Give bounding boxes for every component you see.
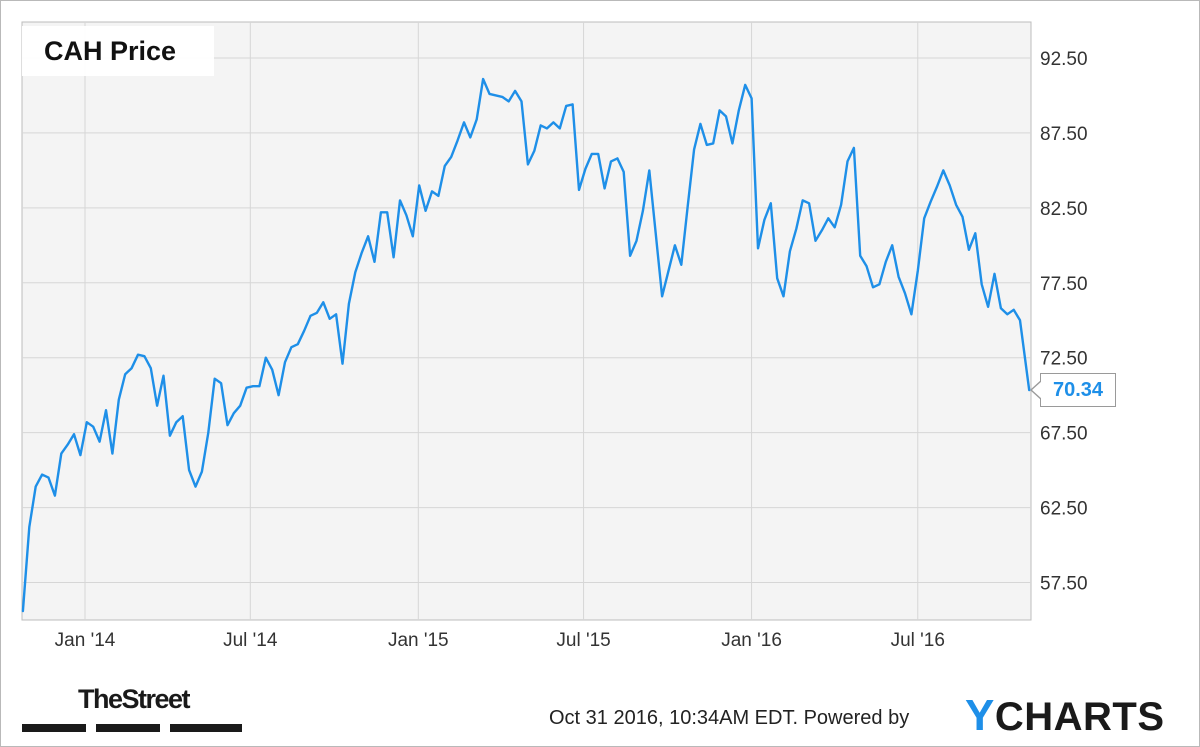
y-tick-label: 72.50 bbox=[1040, 349, 1088, 370]
y-tick-label: 92.50 bbox=[1040, 49, 1088, 70]
axis-labels: 92.50 87.50 82.50 77.50 72.50 67.50 62.50 57.50… bbox=[55, 49, 1088, 651]
logo-bar-3 bbox=[170, 724, 242, 732]
y-tick-label: 87.50 bbox=[1040, 124, 1088, 145]
x-tick-label: Jan '16 bbox=[721, 630, 782, 651]
y-tick-label: 57.50 bbox=[1040, 574, 1088, 595]
y-tick-label: 67.50 bbox=[1040, 424, 1088, 445]
footer-attribution: Oct 31 2016, 10:34AM EDT. Powered by bbox=[549, 707, 909, 730]
plot-area bbox=[21, 21, 1032, 621]
x-tick-label: Jan '15 bbox=[388, 630, 449, 651]
ycharts-logo[interactable]: YCHARTS bbox=[965, 691, 1165, 741]
timestamp: Oct 31 2016, 10:34AM EDT. bbox=[549, 707, 799, 729]
y-tick-label: 82.50 bbox=[1040, 199, 1088, 220]
x-tick-label: Jul '14 bbox=[223, 630, 278, 651]
thestreet-logo-text: TheStreet bbox=[78, 684, 191, 714]
x-tick-label: Jan '14 bbox=[55, 630, 116, 651]
logo-bar-1 bbox=[22, 724, 86, 732]
logo-bar-2 bbox=[96, 724, 160, 732]
powered-by-text: Powered by bbox=[803, 707, 910, 729]
last-value-text: 70.34 bbox=[1052, 379, 1104, 401]
x-tick-label: Jul '16 bbox=[891, 630, 945, 651]
y-tick-label: 77.50 bbox=[1040, 274, 1088, 295]
x-tick-label: Jul '15 bbox=[556, 630, 610, 651]
ycharts-logo-y: Y bbox=[965, 691, 995, 740]
chart-title-box: CAH Price bbox=[22, 26, 214, 76]
ycharts-logo-rest: CHARTS bbox=[994, 695, 1165, 739]
thestreet-logo: TheStreet bbox=[22, 684, 242, 734]
pointer-icon-inner bbox=[1032, 381, 1042, 399]
chart-title: CAH Price bbox=[44, 36, 177, 66]
price-series-line bbox=[21, 77, 1031, 613]
y-tick-label: 62.50 bbox=[1040, 499, 1088, 520]
last-value-label: 70.34 bbox=[1030, 373, 1116, 407]
